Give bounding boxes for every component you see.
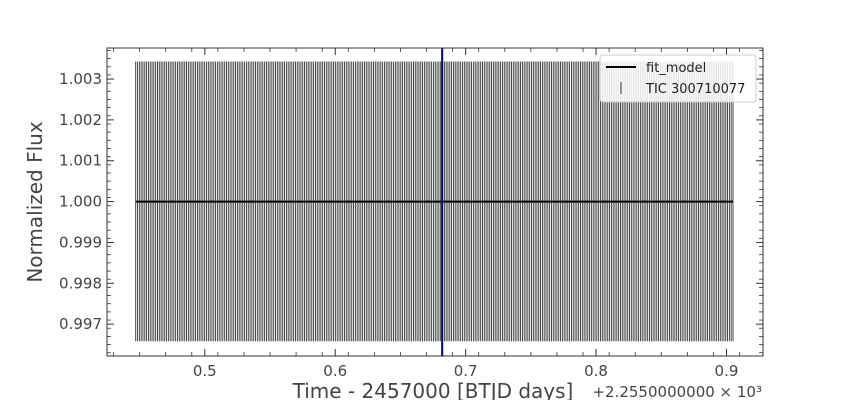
x-tick-label: 0.9 bbox=[715, 362, 739, 380]
legend-tic-label: TIC 300710077 bbox=[645, 82, 745, 97]
y-tick-label: 1.000 bbox=[59, 193, 102, 211]
legend-fit-model-label: fit_model bbox=[646, 61, 706, 76]
x-tick-label: 0.5 bbox=[193, 362, 217, 380]
x-axis-label: Time - 2457000 [BTJD days] bbox=[292, 379, 574, 400]
y-tick-label: 1.003 bbox=[59, 70, 102, 88]
x-tick-label: 0.7 bbox=[454, 362, 478, 380]
legend-box bbox=[599, 54, 757, 103]
x-tick-label: 0.6 bbox=[323, 362, 347, 380]
x-axis-ticks: 0.5 0.6 0.7 0.8 0.9 bbox=[113, 48, 740, 380]
x-axis-offset-label: +2.2550000000 × 10³ bbox=[592, 383, 762, 400]
y-tick-label: 1.001 bbox=[59, 152, 102, 170]
y-tick-label: 0.998 bbox=[59, 274, 102, 292]
y-tick-label: 0.997 bbox=[59, 315, 102, 333]
x-tick-label: 0.8 bbox=[584, 362, 608, 380]
y-axis-label: Normalized Flux bbox=[23, 121, 47, 283]
y-axis-ticks: 0.997 0.998 0.999 1.000 1.001 1.002 1.003 bbox=[59, 50, 763, 354]
y-tick-label: 0.999 bbox=[59, 233, 102, 251]
y-tick-label: 1.002 bbox=[59, 111, 102, 129]
legend: fit_model TIC 300710077 bbox=[599, 54, 757, 103]
